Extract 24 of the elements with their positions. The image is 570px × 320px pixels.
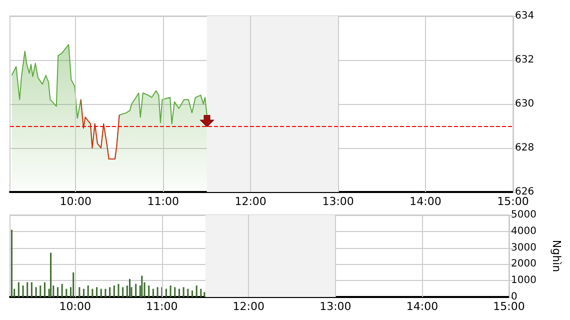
x-tick-label: 13:00 (322, 195, 354, 208)
y-axis-title: Nghìn (550, 240, 563, 272)
y-tick-label: 0 (511, 292, 518, 302)
y-tick-label: 634 (515, 10, 534, 22)
x-tick-label: 10:00 (59, 300, 91, 313)
x-tick-label: 12:00 (234, 195, 266, 208)
y-tick-label: 632 (515, 54, 534, 66)
x-tick-label: 11:00 (146, 300, 178, 313)
y-tick-label: 3000 (511, 242, 536, 254)
x-tick-label: 11:00 (147, 195, 179, 208)
y-tick-label: 4000 (511, 226, 536, 237)
x-tick-label: 13:00 (320, 300, 352, 313)
x-tick-label: 10:00 (60, 195, 92, 208)
y-tick-label: 1000 (511, 275, 536, 286)
y-tick-label: 5000 (511, 210, 536, 220)
y-tick-label: 628 (515, 142, 534, 154)
x-tick-label: 15:00 (493, 300, 525, 313)
y-tick-label: 626 (515, 186, 534, 198)
y-tick-label: 2000 (511, 258, 536, 270)
x-tick-label: 15:00 (497, 195, 529, 208)
x-tick-label: 14:00 (410, 195, 442, 208)
x-tick-label: 14:00 (406, 300, 438, 313)
x-tick-label: 12:00 (232, 300, 265, 313)
y-tick-label: 630 (515, 98, 534, 110)
